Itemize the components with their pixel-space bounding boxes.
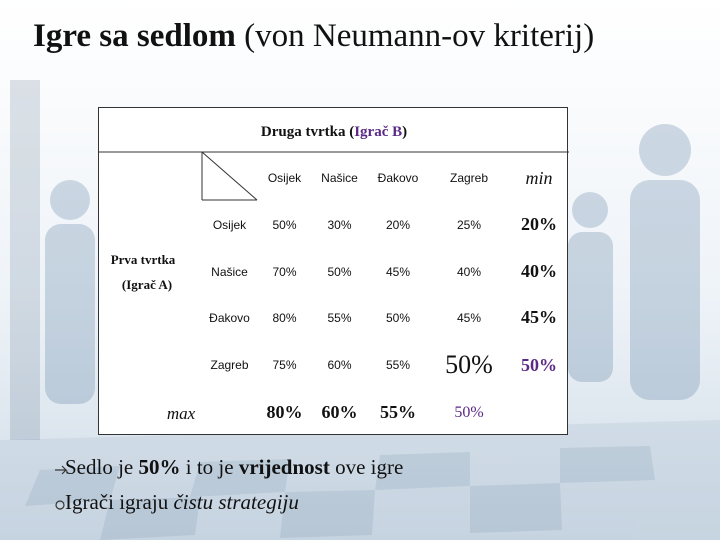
row-min: 40% xyxy=(521,261,557,281)
row-label: Osijek xyxy=(212,218,247,232)
saddle-point-cell: 50% xyxy=(445,350,493,379)
bullet-strategy: Igrači igraju čistu strategiju xyxy=(65,490,299,515)
table-cell: 80% xyxy=(272,311,297,325)
bullet-italic: čistu strategiju xyxy=(173,490,299,514)
table-cell: 20% xyxy=(385,218,411,232)
corner-diagonal xyxy=(201,151,258,201)
bullet-text: Sedlo je xyxy=(65,455,139,479)
bullet-saddle: Sedlo je 50% i to je vrijednost ove igre xyxy=(65,455,403,480)
table-cell: 25% xyxy=(456,218,482,232)
circle-bullet-icon xyxy=(55,500,65,510)
row-min: 50% xyxy=(521,355,557,375)
header-player: Igrač B xyxy=(354,124,403,140)
table-cell: 60% xyxy=(327,358,352,372)
row-label: Zagreb xyxy=(210,358,249,372)
table-cell: 45% xyxy=(456,311,482,325)
arrow-right-icon xyxy=(55,465,67,475)
min-header: min xyxy=(525,168,553,188)
title-rest: (von Neumann-ov kriterij) xyxy=(244,18,595,54)
payoff-table: Druga tvrtka (Igrač B) Prva tvrtka (Igra… xyxy=(98,107,569,435)
row-min: 45% xyxy=(521,307,557,327)
table-cell: 50% xyxy=(327,265,352,279)
chessboard-floor xyxy=(0,420,720,540)
column-header: Đakovo xyxy=(377,171,419,185)
column-header: Našice xyxy=(321,171,358,185)
bullet-bold: 50% xyxy=(138,455,181,479)
header-prefix: Druga tvrtka ( xyxy=(260,124,355,140)
row-player-label-1: Prva tvrtka xyxy=(110,252,176,267)
table-cell: 30% xyxy=(327,218,352,232)
column-max: 80% xyxy=(266,402,303,422)
header-suffix: ) xyxy=(402,124,408,140)
table-cell: 55% xyxy=(327,311,352,325)
row-label: Đakovo xyxy=(209,311,250,325)
bullet-text: Igrači igraju xyxy=(65,490,174,514)
column-header: Osijek xyxy=(267,171,302,185)
table-cell: 55% xyxy=(385,358,411,372)
figure-silhouettes xyxy=(10,80,700,440)
table-cell: 40% xyxy=(456,265,482,279)
column-max: 55% xyxy=(380,402,416,422)
table-cell: 50% xyxy=(385,311,411,325)
bullet-bold: vrijednost xyxy=(238,455,330,479)
column-player-header: Druga tvrtka (Igrač B) xyxy=(99,124,569,141)
table-grid xyxy=(99,151,569,201)
title-bold: Igre sa sedlom xyxy=(33,18,236,54)
column-header: Zagreb xyxy=(449,171,489,185)
table-cell: 45% xyxy=(385,265,411,279)
column-max: 50% xyxy=(454,404,484,421)
table-cell: 75% xyxy=(272,358,297,372)
bullet-text: i to je xyxy=(180,455,239,479)
slide-title: Igre sa sedlom (von Neumann-ov kriterij) xyxy=(33,18,594,55)
table-cell: 70% xyxy=(272,265,297,279)
row-player-label-2: (Igrač A) xyxy=(121,277,173,292)
column-max: 60% xyxy=(321,402,358,422)
row-min: 20% xyxy=(521,214,557,234)
row-label: Našice xyxy=(211,265,248,279)
table-cell: 50% xyxy=(272,218,297,232)
bullet-text: ove igre xyxy=(329,455,404,479)
max-label: max xyxy=(166,404,196,423)
